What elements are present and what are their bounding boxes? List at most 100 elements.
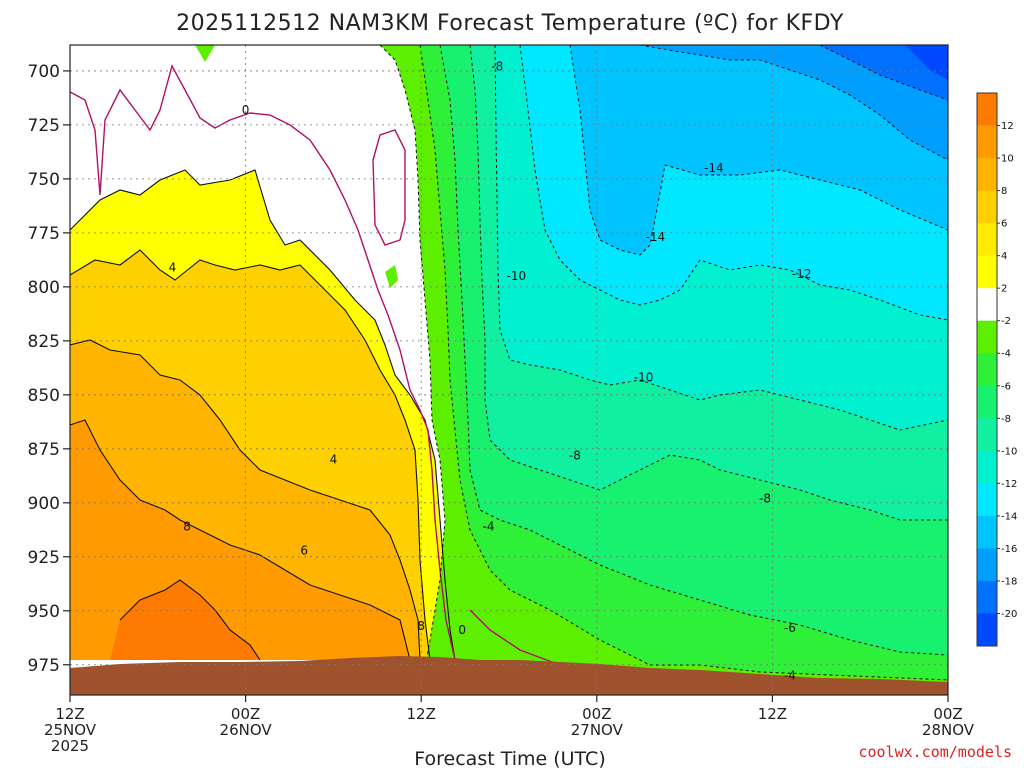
colorbar-swatch-9 [977, 385, 997, 419]
x-axis-title: Forecast Time (UTC) [414, 748, 605, 768]
contour-label-17: -4 [784, 669, 796, 683]
colorbar-swatch-13 [977, 515, 997, 549]
contour-label-15: 0 [458, 623, 466, 637]
contour-label-5: -10 [507, 269, 527, 283]
x-tick-label-h60-2: 28NOV [922, 721, 975, 739]
colorbar-label-14: -18 [1001, 576, 1017, 587]
contour-warm-4 [70, 249, 431, 661]
contour-warm-2 [70, 169, 456, 661]
grid-lines [70, 45, 948, 695]
colorbar-border [976, 92, 998, 647]
contour-label-6: -12 [792, 267, 812, 281]
y-tick-label-875: 875 [28, 440, 60, 460]
colorbar-swatch-10 [977, 418, 997, 452]
y-tick-label-800: 800 [28, 278, 60, 298]
colorbar-label-12: -14 [1001, 511, 1017, 522]
x-tick-label-h60-1: 00Z [933, 705, 962, 723]
contour-label-4: 4 [169, 260, 177, 274]
x-tick-label-h48-1: 12Z [758, 705, 787, 723]
x-tick-label-h0-2: 25NOV [44, 721, 97, 739]
field-cold-patch-2 [385, 265, 398, 288]
colorbar-label-11: -12 [1001, 479, 1017, 490]
contour-label-9: -8 [569, 448, 581, 462]
contour-warm-8 [70, 419, 411, 661]
colorbar-label-0: 12 [1001, 121, 1014, 132]
colorbar-swatch-16 [977, 613, 997, 647]
field-cold-patch-1 [195, 45, 215, 62]
y-axis: 700 725 750 775 800 825 850 875 900 925 950 975 [28, 62, 70, 676]
plot-area [70, 45, 948, 695]
field-cold-16 [640, 45, 948, 160]
contour-label-13: 6 [300, 543, 308, 557]
contour-label-1: 0 [242, 103, 250, 117]
contour-cold-2 [379, 45, 446, 695]
contour-cold-10 [494, 45, 948, 431]
x-tick-label-h36-2: 27NOV [571, 721, 624, 739]
contour-lines-warm [70, 169, 456, 661]
plot-border [69, 44, 949, 696]
colorbar-label-1: 10 [1001, 154, 1014, 165]
colorbar-swatch-7 [977, 320, 997, 354]
colorbar-swatch-15 [977, 580, 997, 614]
colorbar-swatch-11 [977, 450, 997, 484]
contour-label-8: 4 [330, 453, 338, 467]
colorbar-label-2: 8 [1001, 186, 1007, 197]
x-tick-label-h36-1: 00Z [582, 705, 611, 723]
contour-labels: -8 0 -14 -14 4 -10 -12 -10 4 -8 -8 8 -4 6 8 0 -6 -4 [169, 60, 812, 683]
ground-terrain [70, 656, 948, 695]
contour-label-0: -8 [491, 60, 503, 74]
colorbar-label-7: -4 [1001, 349, 1011, 360]
contour-zero-loop [372, 129, 406, 246]
field-cold-18 [820, 45, 948, 100]
y-tick-label-850: 850 [28, 386, 60, 406]
colorbar-label-15: -20 [1001, 609, 1017, 620]
y-tick-label-950: 950 [28, 602, 60, 622]
contour-label-2: -14 [704, 161, 724, 175]
y-tick-label-700: 700 [28, 62, 60, 82]
contour-cold-6 [439, 45, 948, 656]
x-tick-label-h12-2: 26NOV [220, 721, 273, 739]
contour-cold-12 [519, 45, 948, 321]
contour-cold-16 [639, 45, 948, 161]
colorbar-swatch-0 [977, 93, 997, 127]
colorbar-swatch-5 [977, 255, 997, 289]
contour-cold-8 [469, 45, 948, 521]
contour-zero-lower [469, 609, 561, 666]
colorbar-label-13: -16 [1001, 544, 1017, 555]
y-tick-label-975: 975 [28, 656, 60, 676]
colorbar-swatch-4 [977, 223, 997, 257]
chart-title: 2025112512 NAM3KM Forecast Temperature (… [176, 11, 844, 36]
colorbar-label-3: 6 [1001, 219, 1007, 230]
y-tick-label-900: 900 [28, 494, 60, 514]
colorbar-label-9: -8 [1001, 414, 1011, 425]
x-tick-label-h0-1: 12Z [55, 705, 84, 723]
contour-label-11: 8 [183, 520, 191, 534]
credit-text: coolwx.com/models [858, 743, 1012, 761]
field-cold-20 [905, 45, 948, 80]
y-tick-label-775: 775 [28, 224, 60, 244]
field-warm-10 [110, 580, 260, 660]
y-tick-label-825: 825 [28, 332, 60, 352]
colorbar-label-10: -10 [1001, 446, 1017, 457]
colorbar-swatch-14 [977, 548, 997, 582]
colorbar-label-5: 2 [1001, 284, 1007, 295]
contour-label-12: -4 [483, 520, 495, 534]
contour-label-7: -10 [634, 371, 654, 385]
contour-warm-6 [70, 339, 421, 661]
contour-label-3: -14 [646, 230, 666, 244]
colorbar-label-8: -6 [1001, 381, 1011, 392]
contour-zero-main [70, 64, 456, 661]
colorbar-swatch-6 [977, 288, 997, 322]
colorbar-label-4: 4 [1001, 251, 1007, 262]
contour-warm-10 [119, 579, 261, 661]
x-tick-label-h0-3: 2025 [51, 737, 89, 755]
y-tick-label-725: 725 [28, 116, 60, 136]
colorbar-swatch-12 [977, 483, 997, 517]
y-tick-label-750: 750 [28, 170, 60, 190]
contour-label-16: -6 [784, 621, 796, 635]
contour-label-10: -8 [759, 491, 771, 505]
x-tick-label-h12-1: 00Z [231, 705, 260, 723]
colorbar-label-6: -2 [1001, 316, 1011, 327]
